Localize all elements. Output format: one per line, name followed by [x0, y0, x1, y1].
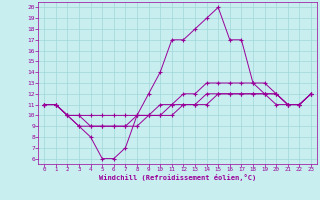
X-axis label: Windchill (Refroidissement éolien,°C): Windchill (Refroidissement éolien,°C) [99, 174, 256, 181]
